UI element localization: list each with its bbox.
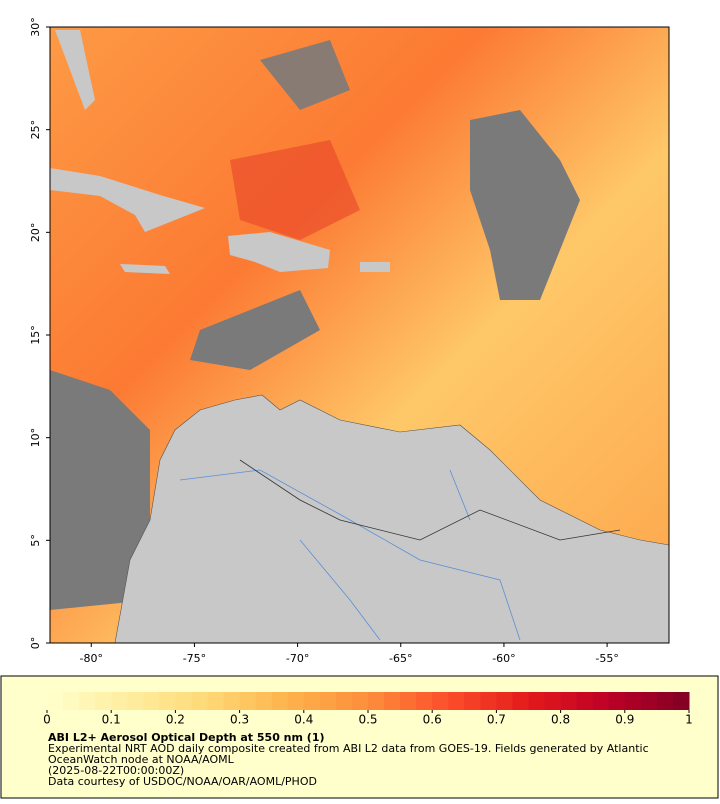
y-tick-label: 5°: [29, 534, 42, 547]
colorbar-swatch: [351, 692, 369, 710]
colorbar-swatch: [528, 692, 546, 710]
colorbar: 0 0.1 0.2 0.3 0.4 0.5 0.6 0.7 0.8 0.9 1: [43, 692, 693, 727]
description-line: Data courtesy of USDOC/NOAA/OAR/AOML/PHO…: [48, 775, 317, 788]
description-line: Experimental NRT AOD daily composite cre…: [48, 742, 649, 755]
y-tick-label: 0°: [29, 637, 42, 650]
colorbar-swatch: [239, 692, 257, 710]
description-line: (2025-08-22T00:00:00Z): [48, 764, 184, 777]
colorbar-tick-label: 0.1: [102, 713, 121, 727]
colorbar-swatch: [656, 692, 674, 710]
colorbar-swatch: [592, 692, 610, 710]
colorbar-swatch: [95, 692, 112, 710]
y-tick-label: 15°: [29, 325, 42, 345]
x-tick-label: -55°: [595, 652, 618, 665]
colorbar-swatch: [416, 692, 433, 710]
map-image: [49, 26, 670, 644]
colorbar-swatch: [640, 692, 658, 710]
colorbar-tick-label: 0.5: [358, 713, 377, 727]
colorbar-swatch: [319, 692, 337, 710]
colorbar-swatch: [79, 692, 96, 710]
colorbar-swatch: [512, 692, 529, 710]
colorbar-tick-label: 0.3: [230, 713, 249, 727]
colorbar-swatch: [368, 692, 385, 710]
colorbar-swatch: [560, 692, 578, 710]
colorbar-swatch: [544, 692, 562, 710]
x-tick-label: -65°: [389, 652, 412, 665]
colorbar-tick-label: 0.7: [487, 713, 506, 727]
y-tick-label: 30°: [29, 17, 42, 37]
colorbar-swatch: [608, 692, 626, 710]
colorbar-swatch: [480, 692, 497, 710]
colorbar-swatch: [432, 692, 449, 710]
colorbar-swatch: [143, 692, 160, 710]
x-tick-label: -70°: [286, 652, 309, 665]
x-tick-label: -80°: [80, 652, 103, 665]
y-tick-label: 25°: [29, 120, 42, 140]
description-line: OceanWatch node at NOAA/AOML: [48, 753, 235, 766]
colorbar-swatch: [111, 692, 128, 710]
y-tick-label: 20°: [29, 223, 42, 243]
x-tick-label: -75°: [183, 652, 206, 665]
y-tick-label: 10°: [29, 428, 42, 448]
colorbar-swatch: [335, 692, 353, 710]
colorbar-swatch: [47, 692, 64, 710]
colorbar-swatch: [191, 692, 208, 710]
colorbar-tick-label: 0.8: [551, 713, 570, 727]
colorbar-swatch: [223, 692, 241, 710]
colorbar-swatch: [303, 692, 321, 710]
colorbar-swatch: [127, 692, 144, 710]
colorbar-tick-label: 0.2: [166, 713, 185, 727]
colorbar-tick-label: 0.9: [615, 713, 634, 727]
colorbar-swatch: [159, 692, 176, 710]
colorbar-swatch: [255, 692, 273, 710]
colorbar-swatch: [400, 692, 417, 710]
colorbar-swatch: [207, 692, 225, 710]
colorbar-swatch: [672, 692, 690, 710]
colorbar-swatch: [448, 692, 465, 710]
colorbar-swatch: [63, 692, 80, 710]
colorbar-swatch: [496, 692, 513, 710]
colorbar-swatch: [384, 692, 401, 710]
colorbar-swatch: [287, 692, 305, 710]
colorbar-tick-label: 1: [685, 713, 693, 727]
colorbar-swatch: [271, 692, 289, 710]
x-tick-label: -60°: [492, 652, 515, 665]
title: ABI L2+ Aerosol Optical Depth at 550 nm …: [48, 731, 325, 744]
colorbar-swatch: [624, 692, 642, 710]
colorbar-tick-label: 0.6: [423, 713, 442, 727]
colorbar-swatch: [576, 692, 594, 710]
colorbar-swatch: [464, 692, 481, 710]
colorbar-swatch: [175, 692, 192, 710]
colorbar-tick-label: 0.4: [294, 713, 313, 727]
colorbar-tick-label: 0: [43, 713, 51, 727]
